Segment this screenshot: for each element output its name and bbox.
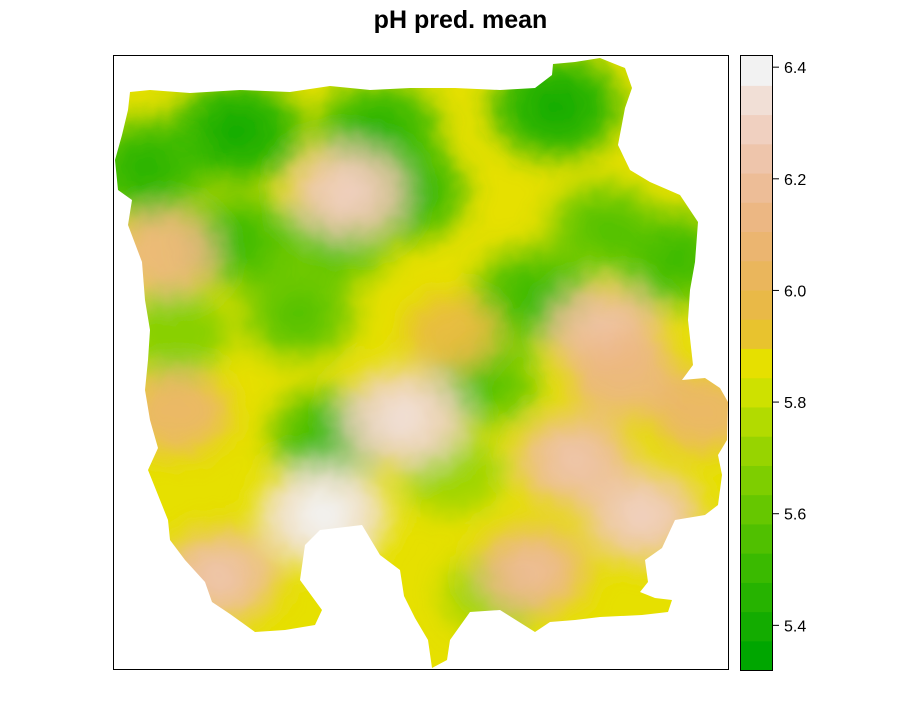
ph-hotspot-core: [192, 552, 246, 601]
legend-band: [741, 465, 772, 496]
legend-tick-label: 6.4: [784, 60, 806, 77]
ph-hotspot-core: [579, 206, 631, 252]
legend-band: [741, 640, 772, 671]
legend-band: [741, 494, 772, 525]
legend-band: [741, 348, 772, 379]
legend-band: [741, 202, 772, 233]
legend-tick-label: 6.0: [784, 283, 806, 300]
ph-hotspot-core: [504, 271, 559, 320]
legend-band: [741, 377, 772, 408]
ph-hotspot-core: [117, 142, 174, 193]
legend-band: [741, 406, 772, 437]
ph-hotspot-core: [210, 217, 265, 265]
legend-frame: [740, 55, 773, 671]
legend-band: [741, 436, 772, 466]
ph-hotspot: [123, 369, 230, 455]
ph-hotspot-core: [615, 491, 670, 540]
legend-band: [741, 523, 772, 554]
legend-band: [741, 85, 772, 116]
ph-hotspot: [569, 331, 679, 419]
ph-hotspot-core: [506, 547, 558, 593]
legend-tick-label: 5.8: [784, 395, 806, 412]
legend-band: [741, 231, 772, 262]
legend-band: [741, 172, 772, 203]
legend-band: [741, 289, 772, 320]
ph-hotspot-core: [293, 488, 354, 543]
legend-tick-label: 5.6: [784, 507, 806, 524]
legend-tick-label: 6.2: [784, 172, 806, 189]
ph-hotspot-core: [526, 80, 586, 134]
legend-band: [741, 56, 772, 86]
ph-hotspot-core: [457, 358, 509, 405]
ph-hotspot-core: [320, 168, 376, 217]
ph-hotspot-core: [652, 235, 706, 284]
ph-hotspot-core: [374, 392, 432, 444]
legend-tick-label: 5.4: [784, 618, 806, 635]
legend-band: [741, 143, 772, 174]
ph-hotspot-core: [207, 104, 268, 158]
legend-colorbar: 6.4 6.2 6.0 5.8 5.6 5.4: [740, 55, 806, 671]
ph-raster: [115, 58, 728, 668]
legend-band: [741, 114, 772, 145]
ph-hotspot: [115, 209, 219, 297]
legend-band: [741, 582, 772, 613]
legend-band: [741, 260, 772, 291]
legend-band: [741, 319, 772, 349]
ph-hotspot-core: [548, 436, 602, 485]
ph-hotspot-core: [273, 291, 325, 337]
ph-hotspot: [122, 289, 231, 376]
ph-hotspot: [651, 370, 728, 454]
page-title: pH pred. mean: [373, 6, 548, 34]
ph-hotspot: [404, 294, 500, 371]
legend-band: [741, 553, 772, 583]
legend-band: [741, 611, 772, 642]
map-frame: [113, 55, 729, 670]
